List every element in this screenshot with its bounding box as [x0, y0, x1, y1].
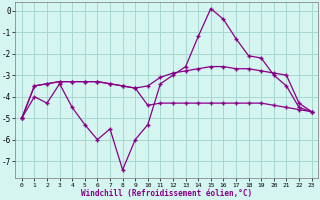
X-axis label: Windchill (Refroidissement éolien,°C): Windchill (Refroidissement éolien,°C) [81, 189, 252, 198]
